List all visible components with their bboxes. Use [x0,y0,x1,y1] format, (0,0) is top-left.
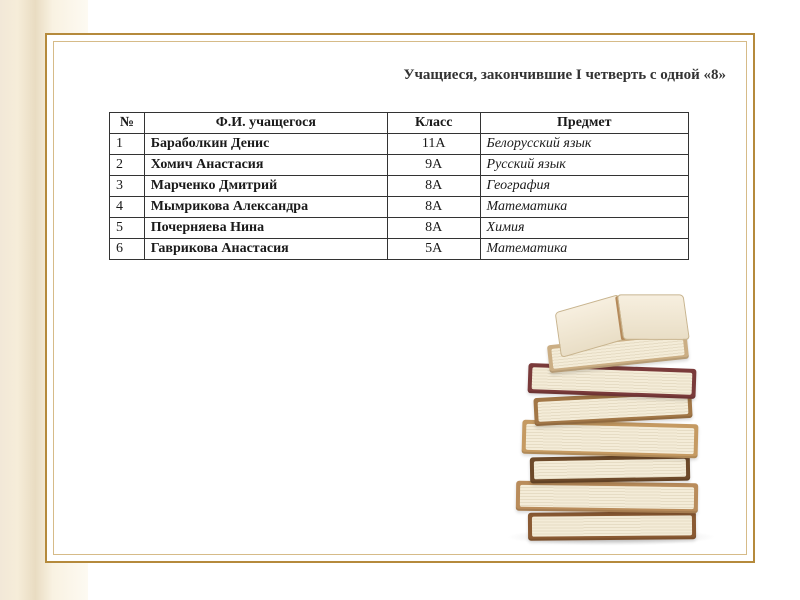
books-illustration [486,284,716,544]
table-row: 3 Марченко Дмитрий 8А География [110,176,689,197]
col-header-num: № [110,113,145,134]
cell-subject: География [480,176,688,197]
cell-class: 8А [387,176,480,197]
cell-subject: Белорусский язык [480,134,688,155]
content-frame-inner: Учащиеся, закончившие I четверть с одной… [53,41,747,555]
cell-num: 6 [110,239,145,260]
book-icon [530,455,690,484]
col-header-class: Класс [387,113,480,134]
open-book-icon [553,285,688,349]
cell-name: Почерняева Нина [144,218,387,239]
cell-name: Бараболкин Денис [144,134,387,155]
table-row: 4 Мымрикова Александра 8А Математика [110,197,689,218]
col-header-subject: Предмет [480,113,688,134]
cell-class: 9А [387,155,480,176]
cell-num: 4 [110,197,145,218]
cell-subject: Химия [480,218,688,239]
table-row: 2 Хомич Анастасия 9А Русский язык [110,155,689,176]
cell-name: Марченко Дмитрий [144,176,387,197]
cell-class: 8А [387,197,480,218]
cell-subject: Математика [480,239,688,260]
cell-num: 3 [110,176,145,197]
table-row: 1 Бараболкин Денис 11А Белорусский язык [110,134,689,155]
table-row: 6 Гаврикова Анастасия 5А Математика [110,239,689,260]
cell-name: Мымрикова Александра [144,197,387,218]
cell-num: 2 [110,155,145,176]
students-table-wrap: № Ф.И. учащегося Класс Предмет 1 Барабол… [109,112,689,260]
book-icon [522,420,699,459]
book-icon [528,511,696,540]
table-header-row: № Ф.И. учащегося Класс Предмет [110,113,689,134]
students-table: № Ф.И. учащегося Класс Предмет 1 Барабол… [109,112,689,260]
cell-class: 8А [387,218,480,239]
cell-subject: Математика [480,197,688,218]
table-row: 5 Почерняева Нина 8А Химия [110,218,689,239]
cell-name: Гаврикова Анастасия [144,239,387,260]
cell-class: 5А [387,239,480,260]
content-frame: Учащиеся, закончившие I четверть с одной… [45,33,755,563]
cell-num: 5 [110,218,145,239]
cell-subject: Русский язык [480,155,688,176]
book-icon [516,481,698,514]
col-header-name: Ф.И. учащегося [144,113,387,134]
cell-num: 1 [110,134,145,155]
table-body: 1 Бараболкин Денис 11А Белорусский язык … [110,134,689,260]
slide: Учащиеся, закончившие I четверть с одной… [0,0,800,600]
page-title: Учащиеся, закончившие I четверть с одной… [54,67,726,84]
cell-class: 11А [387,134,480,155]
cell-name: Хомич Анастасия [144,155,387,176]
